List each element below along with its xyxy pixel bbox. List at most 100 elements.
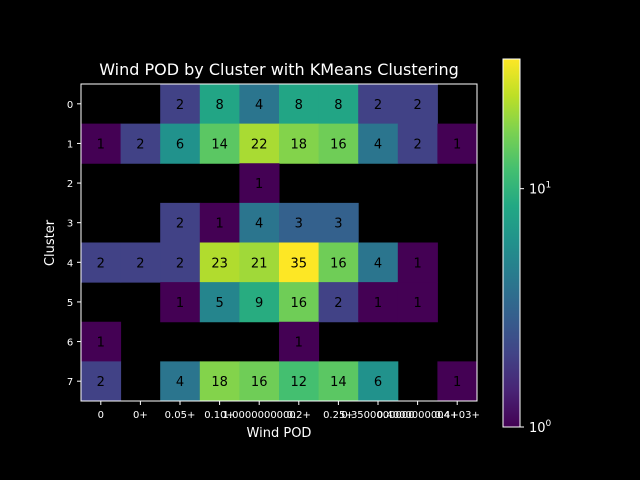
cell-value-label: 1 [97,137,105,152]
cell-value-label: 2 [413,98,421,113]
cell-value-label: 18 [211,375,228,390]
x-tick-label: 0.3500000000 [341,410,414,421]
heatmap-cell [279,202,320,243]
heatmap-cell [279,123,320,164]
y-axis-label: Cluster [43,219,58,266]
cell-value-label: 3 [295,217,303,232]
cell-value-label: 4 [176,375,184,390]
cell-value-label: 1 [295,336,303,351]
cell-value-label: 1 [413,296,421,311]
heatmap-cell [279,321,320,362]
y-tick-label: 3 [67,219,73,230]
cell-value-label: 4 [255,217,263,232]
cell-value-label: 1 [176,296,184,311]
heatmap-cell [239,84,280,125]
heatmap-cell [160,84,201,125]
heatmap-cell [81,242,122,283]
cell-value-label: 16 [291,296,308,311]
cell-value-label: 4 [374,256,382,271]
cell-value-label: 2 [136,256,144,271]
heatmap-cell [81,123,122,164]
cell-value-label: 2 [136,137,144,152]
cell-value-label: 6 [176,137,184,152]
cell-value-label: 1 [374,296,382,311]
cell-value-label: 2 [176,217,184,232]
cell-value-label: 4 [374,137,382,152]
colorbar-ticks: 100 101 [520,181,552,436]
heatmap-cell [318,123,359,164]
heatmap-cell [318,84,359,125]
cell-value-label: 14 [330,375,347,390]
cell-value-label: 2 [176,98,184,113]
x-tick-label: 0.10+ [204,410,235,421]
cell-value-label: 16 [251,375,268,390]
heatmap-cell [279,282,320,323]
x-tick-label: 0.05+ [165,410,196,421]
x-tick-label: 0.4000000004+ [377,410,459,421]
cell-value-label: 8 [295,98,303,113]
heatmap-cell [397,282,438,323]
cell-value-label: 21 [251,256,268,271]
heatmap-cell [160,202,201,243]
heatmap-cell [199,123,240,164]
cell-value-label: 1 [453,375,461,390]
cell-value-label: 1 [255,177,263,192]
heatmap-cell [318,282,359,323]
y-tick-label: 1 [67,139,73,150]
heatmap-cell [199,84,240,125]
cell-value-label: 6 [374,375,382,390]
cell-value-label: 8 [334,98,342,113]
heatmap-cell [397,84,438,125]
x-axis-label: Wind POD [247,426,312,441]
heatmap-cell [358,84,399,125]
x-tick-label: 0+ [133,410,148,421]
x-tick-label: 0.25+ [323,410,354,421]
cell-value-label: 2 [334,296,342,311]
y-tick-label: 0 [67,100,73,111]
heatmap-cell [199,361,240,402]
plot-frame [80,83,478,402]
colorbar [502,58,521,428]
cell-value-label: 2 [374,98,382,113]
heatmap-cell [437,123,478,164]
heatmap-cell [358,242,399,283]
heatmap-cell [239,202,280,243]
heatmap-cell [358,282,399,323]
x-tick-label: 0 [98,410,104,421]
heatmap-cell [199,242,240,283]
heatmap-cells: 2 8 4 8 8 2 21 2 6 14 22 18 16 4 2 112 1 4 3 32 2 2 23 21 35 16 4 1… [81,84,478,402]
heatmap-cell [199,202,240,243]
heatmap-cell [239,282,280,323]
y-tick-label: 2 [67,179,73,190]
cell-value-label: 16 [330,137,347,152]
heatmap-cell [239,163,280,204]
cell-value-label: 16 [330,256,347,271]
cell-value-label: 2 [97,256,105,271]
heatmap-cell [279,361,320,402]
heatmap-cell [81,321,122,362]
cell-value-label: 1 [413,256,421,271]
colorbar-tick-label: 101 [529,181,551,198]
x-tick-label: 0.2+ [287,410,311,421]
colorbar-tick-label: 100 [529,419,552,436]
y-tick-label: 5 [67,298,73,309]
cell-value-label: 9 [255,296,263,311]
heatmap-cell [81,361,122,402]
cell-value-label: 4 [255,98,263,113]
y-tick-label: 6 [67,338,73,349]
cell-value-label: 2 [413,137,421,152]
heatmap-cell [239,361,280,402]
x-tick-label: 0.4+03+ [435,410,480,421]
cell-value-label: 23 [211,256,228,271]
heatmap-cell [397,123,438,164]
heatmap-cell [120,123,161,164]
cell-value-label: 5 [215,296,223,311]
heatmap-cell [437,361,478,402]
cell-value-label: 1 [97,336,105,351]
cell-value-label: 1 [453,137,461,152]
heatmap-cell [358,123,399,164]
cell-value-label: 35 [291,256,308,271]
heatmap-cell [397,242,438,283]
